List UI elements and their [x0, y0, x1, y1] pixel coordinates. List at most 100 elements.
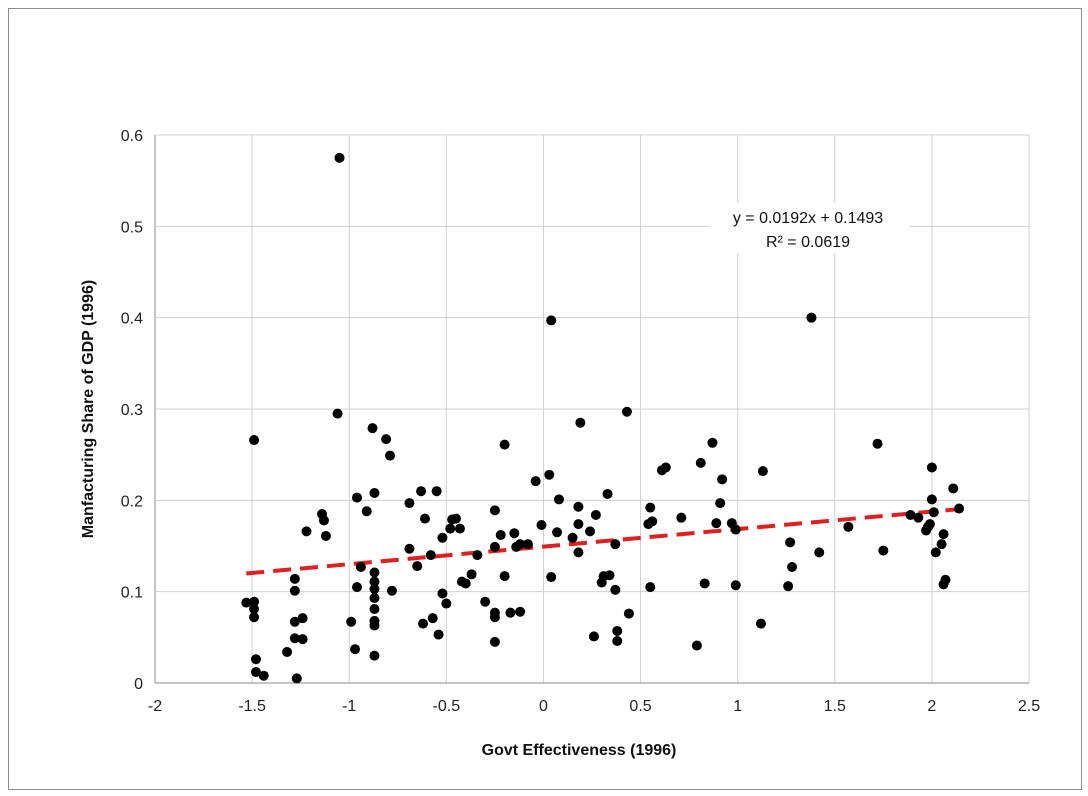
- data-point: [567, 532, 578, 543]
- data-point: [602, 488, 613, 499]
- data-point: [695, 457, 706, 468]
- data-point: [289, 573, 300, 584]
- data-point: [489, 636, 500, 647]
- data-point: [515, 539, 526, 550]
- data-point: [610, 584, 621, 595]
- y-tick-label: 0: [134, 676, 143, 693]
- data-point: [717, 474, 728, 485]
- data-point: [249, 596, 260, 607]
- data-point: [843, 521, 854, 532]
- data-point: [433, 629, 444, 640]
- data-point: [954, 503, 965, 514]
- data-point: [499, 571, 510, 582]
- data-point: [289, 585, 300, 596]
- data-point: [588, 631, 599, 642]
- data-point: [332, 408, 343, 419]
- data-point: [575, 417, 586, 428]
- x-tick-label: -1.5: [238, 698, 266, 715]
- data-point: [282, 646, 293, 657]
- data-point: [460, 578, 471, 589]
- data-point: [552, 527, 563, 538]
- data-point: [495, 530, 506, 541]
- x-tick-label: 2.5: [1018, 698, 1040, 715]
- y-tick-label: 0.4: [121, 311, 143, 328]
- data-point: [505, 607, 516, 618]
- data-point: [938, 529, 949, 540]
- data-point: [425, 550, 436, 561]
- data-point: [369, 593, 380, 604]
- data-point: [249, 435, 260, 446]
- data-point: [872, 438, 883, 449]
- data-point: [454, 523, 465, 534]
- data-point: [936, 539, 947, 550]
- data-point: [361, 506, 372, 517]
- data-point: [509, 528, 520, 539]
- x-tick-label: 1: [733, 698, 742, 715]
- data-point: [431, 486, 442, 497]
- data-point: [691, 640, 702, 651]
- x-tick-label: 2: [927, 698, 936, 715]
- data-point: [419, 513, 430, 524]
- data-point: [785, 537, 796, 548]
- data-point: [530, 476, 541, 487]
- data-point: [418, 618, 429, 629]
- data-point: [466, 569, 477, 580]
- data-point: [369, 576, 380, 587]
- data-point: [715, 498, 726, 509]
- data-point: [369, 650, 380, 661]
- data-point: [610, 539, 621, 550]
- gridlines: [154, 134, 1030, 684]
- x-tick-label: 1.5: [824, 698, 846, 715]
- trendline-r-squared: R² = 0.0619: [766, 234, 850, 251]
- data-point: [930, 547, 941, 558]
- data-point: [412, 561, 423, 572]
- data-point: [948, 483, 959, 494]
- data-point: [515, 606, 526, 617]
- x-tick-label: 0: [539, 698, 548, 715]
- data-point: [318, 515, 329, 526]
- data-point: [814, 547, 825, 558]
- data-point: [250, 667, 261, 678]
- trendline-equation: y = 0.0192x + 0.1493: [733, 210, 883, 227]
- data-point: [612, 625, 623, 636]
- data-point: [755, 618, 766, 629]
- data-point: [472, 550, 483, 561]
- y-tick-label: 0.2: [121, 493, 143, 510]
- data-point: [522, 539, 533, 550]
- y-tick-label: 0.3: [121, 402, 143, 419]
- y-tick-label: 0.6: [121, 128, 143, 145]
- data-point: [437, 532, 448, 543]
- data-point: [250, 654, 261, 665]
- data-point: [369, 604, 380, 615]
- data-point: [404, 543, 415, 554]
- equation-label-bg: [709, 203, 909, 253]
- data-point: [544, 469, 555, 480]
- data-point: [445, 523, 456, 534]
- data-point: [427, 613, 438, 624]
- y-axis-title: Manfacturing Share of GDP (1996): [80, 280, 97, 538]
- data-point: [928, 507, 939, 518]
- data-point: [369, 488, 380, 499]
- data-point: [297, 613, 308, 624]
- data-point: [787, 562, 798, 573]
- data-point: [806, 312, 817, 323]
- data-point: [783, 581, 794, 592]
- data-point: [499, 439, 510, 450]
- data-point: [573, 547, 584, 558]
- data-point: [489, 541, 500, 552]
- data-point: [404, 498, 415, 509]
- data-point: [676, 512, 687, 523]
- x-tick-label: -2: [148, 698, 162, 715]
- y-tick-label: 0.1: [121, 585, 143, 602]
- data-point: [289, 616, 300, 627]
- data-point: [258, 670, 269, 681]
- data-point: [489, 505, 500, 516]
- data-point: [437, 588, 448, 599]
- data-point: [241, 597, 252, 608]
- data-point: [940, 574, 951, 585]
- data-point: [905, 509, 916, 520]
- data-point: [369, 567, 380, 578]
- data-point: [660, 462, 671, 473]
- data-point: [301, 526, 312, 537]
- x-tick-label: -1: [342, 698, 356, 715]
